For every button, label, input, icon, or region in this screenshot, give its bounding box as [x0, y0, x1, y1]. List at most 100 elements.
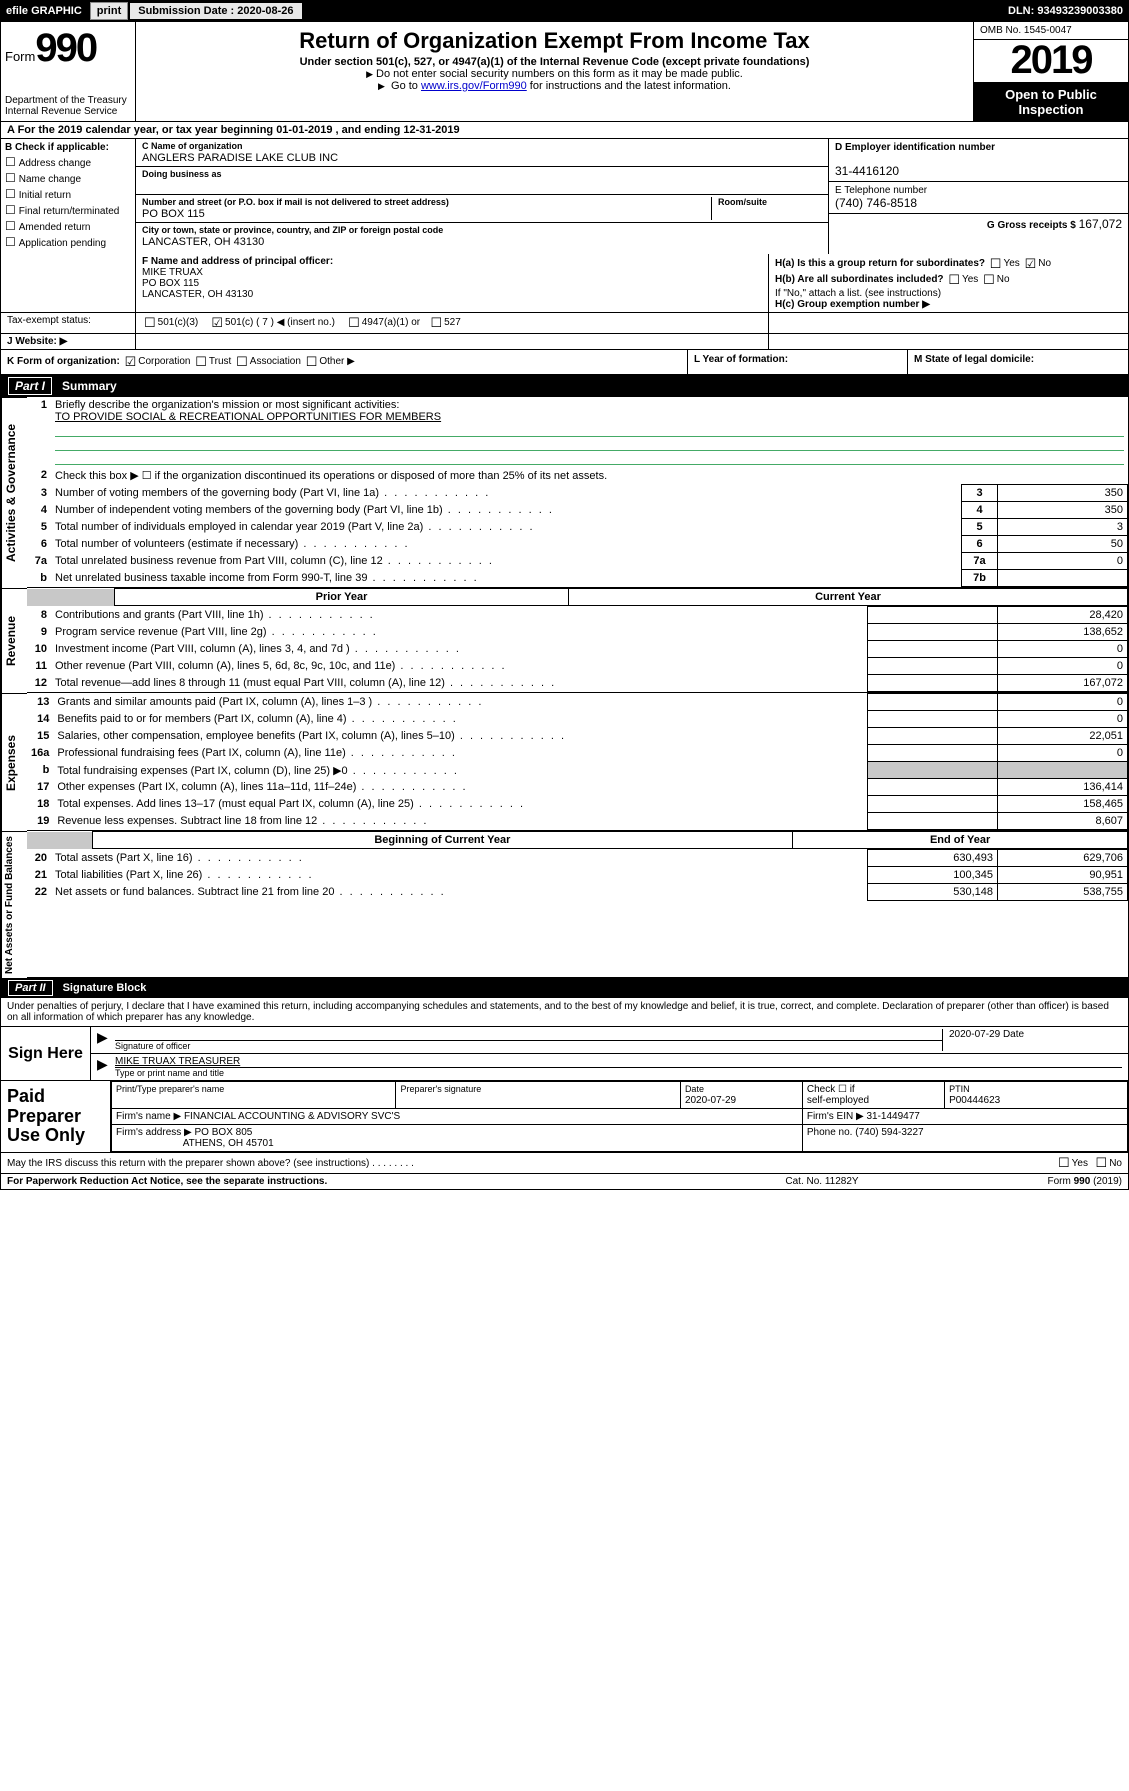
col-right: D Employer identification number 31-4416…	[828, 139, 1128, 254]
col-b-header: B Check if applicable:	[5, 142, 131, 153]
hb-no[interactable]	[981, 272, 997, 288]
row-f-h: F Name and address of principal officer:…	[0, 254, 1129, 313]
chk-amended[interactable]: Amended return	[5, 219, 131, 233]
org-name: ANGLERS PARADISE LAKE CLUB INC	[142, 152, 338, 164]
line-17: Other expenses (Part IX, column (A), lin…	[53, 779, 867, 796]
row-j-website: J Website: ▶	[0, 334, 1129, 350]
ha-no[interactable]	[1023, 256, 1039, 272]
chk-initial-return[interactable]: Initial return	[5, 187, 131, 201]
footer-left: For Paperwork Reduction Act Notice, see …	[7, 1176, 722, 1187]
k-assoc[interactable]	[234, 354, 250, 370]
gov-line-3: Number of voting members of the governin…	[51, 485, 962, 502]
officer-label: F Name and address of principal officer:	[142, 256, 333, 267]
firm-phone: Phone no. (740) 594-3227	[802, 1125, 1127, 1152]
discuss-yes[interactable]	[1056, 1155, 1072, 1171]
line-11: Other revenue (Part VIII, column (A), li…	[51, 658, 868, 675]
gov-line-5: Total number of individuals employed in …	[51, 519, 962, 536]
chk-application-pending[interactable]: Application pending	[5, 235, 131, 249]
line-10: Investment income (Part VIII, column (A)…	[51, 641, 868, 658]
line-16a: Professional fundraising fees (Part IX, …	[53, 745, 867, 762]
ha-label: H(a) Is this a group return for subordin…	[775, 258, 985, 269]
gross-label: G Gross receipts $	[987, 220, 1076, 231]
col-c-org: C Name of organization ANGLERS PARADISE …	[136, 139, 828, 254]
line-20: Total assets (Part X, line 16)	[51, 850, 868, 867]
chk-4947[interactable]	[346, 315, 362, 331]
gov-line-4: Number of independent voting members of …	[51, 502, 962, 519]
prior-12	[868, 675, 998, 692]
gov-box-3: 3	[962, 485, 998, 502]
website-label: J Website: ▶	[1, 334, 136, 349]
firm-addr: Firm's address ▶ PO BOX 805 ATHENS, OH 4…	[112, 1125, 803, 1152]
addr-label: Number and street (or P.O. box if mail i…	[142, 197, 449, 207]
prior-8	[868, 607, 998, 624]
dept-label: Department of the Treasury Internal Reve…	[5, 95, 131, 117]
row-klm: K Form of organization: Corporation Trus…	[0, 350, 1129, 375]
chk-final-return[interactable]: Final return/terminated	[5, 203, 131, 217]
prep-sig-hdr: Preparer's signature	[396, 1082, 680, 1109]
hb-yes[interactable]	[946, 272, 962, 288]
prior-15	[868, 728, 998, 745]
paid-preparer: Paid Preparer Use Only Print/Type prepar…	[1, 1080, 1128, 1152]
chk-address-change[interactable]: Address change	[5, 155, 131, 169]
gov-box-b: 7b	[962, 570, 998, 587]
hb-label: H(b) Are all subordinates included?	[775, 274, 944, 285]
col-b-checkboxes: B Check if applicable: Address change Na…	[1, 139, 136, 254]
k-corp[interactable]	[123, 354, 139, 370]
hdr-beginning: Beginning of Current Year	[92, 832, 793, 849]
hdr-end: End of Year	[793, 832, 1128, 849]
prior-9	[868, 624, 998, 641]
line-15: Salaries, other compensation, employee b…	[53, 728, 867, 745]
dln: DLN: 93493239003380	[1002, 5, 1129, 17]
curr-20: 629,706	[998, 850, 1128, 867]
prior-21: 100,345	[868, 867, 998, 884]
discuss-q: May the IRS discuss this return with the…	[7, 1158, 369, 1169]
prior-11	[868, 658, 998, 675]
sig-date: 2020-07-29	[949, 1029, 1000, 1040]
l-label: L Year of formation:	[694, 354, 788, 365]
curr-21: 90,951	[998, 867, 1128, 884]
chk-501c3[interactable]	[142, 315, 158, 331]
discuss-no[interactable]	[1094, 1155, 1110, 1171]
gross-value: 167,072	[1079, 217, 1122, 231]
row-a-tax-year: A For the 2019 calendar year, or tax yea…	[0, 122, 1129, 139]
line-14: Benefits paid to or for members (Part IX…	[53, 711, 867, 728]
gov-val-6: 50	[998, 536, 1128, 553]
curr-9: 138,652	[998, 624, 1128, 641]
chk-501c[interactable]	[209, 315, 225, 331]
tel-value: (740) 746-8518	[835, 196, 917, 210]
k-trust[interactable]	[193, 354, 209, 370]
prior-19	[868, 813, 998, 830]
k-other[interactable]	[304, 354, 320, 370]
part-i-header: Part I Summary	[0, 375, 1129, 397]
print-button[interactable]: print	[90, 2, 128, 20]
curr-18: 158,465	[998, 796, 1128, 813]
sig-date-label: Date	[1003, 1029, 1024, 1040]
prep-name-hdr: Print/Type preparer's name	[112, 1082, 396, 1109]
chk-name-change[interactable]: Name change	[5, 171, 131, 185]
sig-officer-label: Signature of officer	[115, 1040, 942, 1051]
sig-intro: Under penalties of perjury, I declare th…	[1, 998, 1128, 1027]
gov-side-label: Activities & Governance	[1, 397, 27, 588]
footer-right: Form 990 (2019)	[922, 1176, 1122, 1187]
officer-city: LANCASTER, OH 43130	[142, 289, 253, 300]
gov-box-4: 4	[962, 502, 998, 519]
irs-link[interactable]: www.irs.gov/Form990	[421, 80, 527, 92]
curr-19: 8,607	[998, 813, 1128, 830]
prior-18	[868, 796, 998, 813]
curr-16a: 0	[998, 745, 1128, 762]
ha-yes[interactable]	[988, 256, 1004, 272]
line1-label: Briefly describe the organization's miss…	[55, 399, 399, 411]
city-label: City or town, state or province, country…	[142, 225, 443, 235]
rev-side-label: Revenue	[1, 588, 27, 693]
prior-22: 530,148	[868, 884, 998, 901]
gov-box-7a: 7a	[962, 553, 998, 570]
gov-line-b: Net unrelated business taxable income fr…	[51, 570, 962, 587]
form-title: Return of Organization Exempt From Incom…	[142, 28, 967, 54]
gov-val-b	[998, 570, 1128, 587]
chk-527[interactable]	[428, 315, 444, 331]
info-grid: B Check if applicable: Address change Na…	[0, 139, 1129, 254]
room-label: Room/suite	[718, 197, 767, 207]
curr-10: 0	[998, 641, 1128, 658]
efile-label: efile GRAPHIC	[0, 5, 88, 17]
sig-typed-name: MIKE TRUAX TREASURER	[115, 1056, 240, 1067]
